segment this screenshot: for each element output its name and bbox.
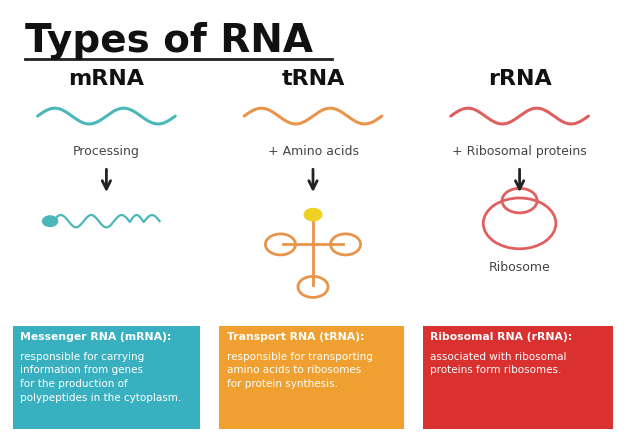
Text: mRNA: mRNA (68, 69, 145, 89)
FancyBboxPatch shape (13, 326, 200, 429)
Text: rRNA: rRNA (488, 69, 552, 89)
FancyBboxPatch shape (423, 326, 613, 429)
Text: Processing: Processing (73, 145, 140, 158)
Text: responsible for transporting
amino acids to ribosomes
for protein synthesis.: responsible for transporting amino acids… (227, 352, 372, 389)
Text: Types of RNA: Types of RNA (25, 22, 313, 60)
Text: responsible for carrying
information from genes
for the production of
polypeptid: responsible for carrying information fro… (20, 352, 182, 403)
Circle shape (43, 216, 58, 226)
Text: Transport RNA (tRNA):: Transport RNA (tRNA): (227, 332, 364, 342)
Text: tRNA: tRNA (281, 69, 345, 89)
Circle shape (304, 208, 322, 221)
Text: Messenger RNA (mRNA):: Messenger RNA (mRNA): (20, 332, 172, 342)
Text: + Amino acids: + Amino acids (267, 145, 359, 158)
Text: Ribosomal RNA (rRNA):: Ribosomal RNA (rRNA): (430, 332, 572, 342)
Text: Ribosome: Ribosome (489, 261, 550, 274)
Text: associated with ribosomal
proteins form ribosomes.: associated with ribosomal proteins form … (430, 352, 567, 375)
FancyBboxPatch shape (219, 326, 404, 429)
Text: + Ribosomal proteins: + Ribosomal proteins (452, 145, 587, 158)
